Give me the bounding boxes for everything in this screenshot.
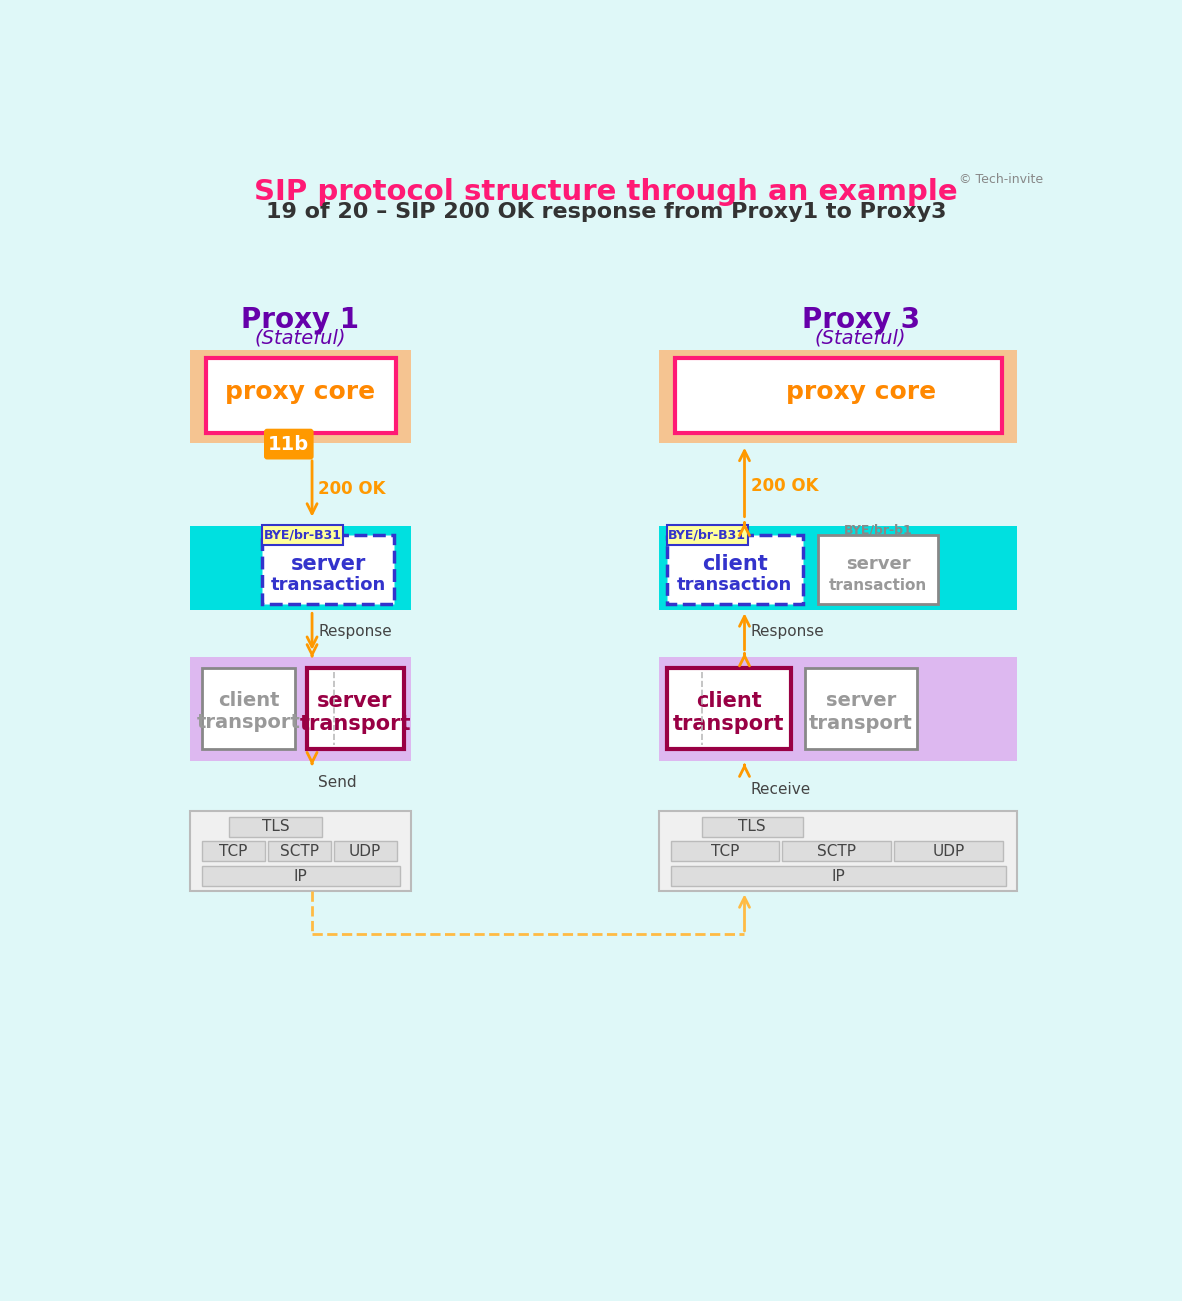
Text: server: server <box>846 556 910 574</box>
Text: transaction: transaction <box>677 576 792 595</box>
Bar <box>660 350 1018 442</box>
Text: server: server <box>318 691 392 710</box>
Text: TLS: TLS <box>261 820 290 834</box>
Text: BYE/br-b1: BYE/br-b1 <box>844 524 913 537</box>
FancyBboxPatch shape <box>206 358 396 433</box>
Bar <box>190 811 411 891</box>
Text: (Stateful): (Stateful) <box>254 329 346 347</box>
Bar <box>190 350 411 442</box>
Bar <box>333 842 396 861</box>
Bar <box>202 669 296 749</box>
Bar <box>190 657 411 761</box>
Text: server: server <box>826 691 896 710</box>
Bar <box>682 371 756 420</box>
FancyBboxPatch shape <box>264 429 313 459</box>
FancyBboxPatch shape <box>675 358 1002 433</box>
Bar <box>202 866 400 886</box>
Bar <box>702 817 803 837</box>
Text: client: client <box>696 691 762 710</box>
Text: Proxy 3: Proxy 3 <box>801 306 920 334</box>
Text: server: server <box>291 554 366 574</box>
Text: UDP: UDP <box>349 844 382 859</box>
Text: © Tech-invite: © Tech-invite <box>959 173 1043 186</box>
Text: transaction: transaction <box>829 578 928 592</box>
Text: BYE/br-B31: BYE/br-B31 <box>668 528 746 541</box>
FancyBboxPatch shape <box>262 524 343 545</box>
Bar <box>202 842 265 861</box>
Text: client: client <box>702 554 767 574</box>
Bar <box>306 669 403 749</box>
Text: Send: Send <box>318 774 357 790</box>
Bar <box>671 866 1006 886</box>
Bar <box>667 669 791 749</box>
Bar <box>229 817 323 837</box>
Bar <box>671 842 779 861</box>
Bar <box>805 669 917 749</box>
Text: Receive: Receive <box>751 782 811 796</box>
Text: transport: transport <box>196 713 300 731</box>
Text: Proxy 1: Proxy 1 <box>241 306 359 334</box>
Bar <box>268 842 331 861</box>
Text: UDP: UDP <box>933 844 965 859</box>
Text: transport: transport <box>674 714 785 734</box>
Text: BYE/br-B31: BYE/br-B31 <box>264 528 342 541</box>
Text: transport: transport <box>810 714 913 732</box>
Text: TCP: TCP <box>219 844 247 859</box>
Text: 19 of 20 – SIP 200 OK response from Proxy1 to Proxy3: 19 of 20 – SIP 200 OK response from Prox… <box>266 203 946 222</box>
Text: client: client <box>217 691 279 710</box>
Text: IP: IP <box>294 869 307 883</box>
Bar <box>667 535 803 604</box>
Text: proxy core: proxy core <box>786 380 936 403</box>
Text: TLS: TLS <box>739 820 766 834</box>
Bar <box>660 811 1018 891</box>
Bar <box>818 535 939 604</box>
Bar <box>660 657 1018 761</box>
Text: Response: Response <box>318 624 392 640</box>
Text: 11b: 11b <box>268 435 310 454</box>
Text: Response: Response <box>751 624 825 640</box>
Text: TCP: TCP <box>710 844 739 859</box>
Bar <box>262 535 395 604</box>
Text: SIP protocol structure through an example: SIP protocol structure through an exampl… <box>254 178 957 206</box>
Text: (Stateful): (Stateful) <box>816 329 907 347</box>
FancyBboxPatch shape <box>667 524 747 545</box>
Bar <box>782 842 891 861</box>
Text: transaction: transaction <box>271 576 387 595</box>
Text: transport: transport <box>299 714 411 734</box>
Text: IP: IP <box>831 869 845 883</box>
Text: SCTP: SCTP <box>817 844 856 859</box>
Bar <box>190 526 411 610</box>
Text: SCTP: SCTP <box>280 844 319 859</box>
Text: 200 OK: 200 OK <box>751 476 818 494</box>
Text: 200 OK: 200 OK <box>318 480 385 498</box>
Bar <box>660 526 1018 610</box>
Bar <box>209 371 275 420</box>
Bar <box>894 842 1002 861</box>
Text: proxy core: proxy core <box>226 380 376 403</box>
